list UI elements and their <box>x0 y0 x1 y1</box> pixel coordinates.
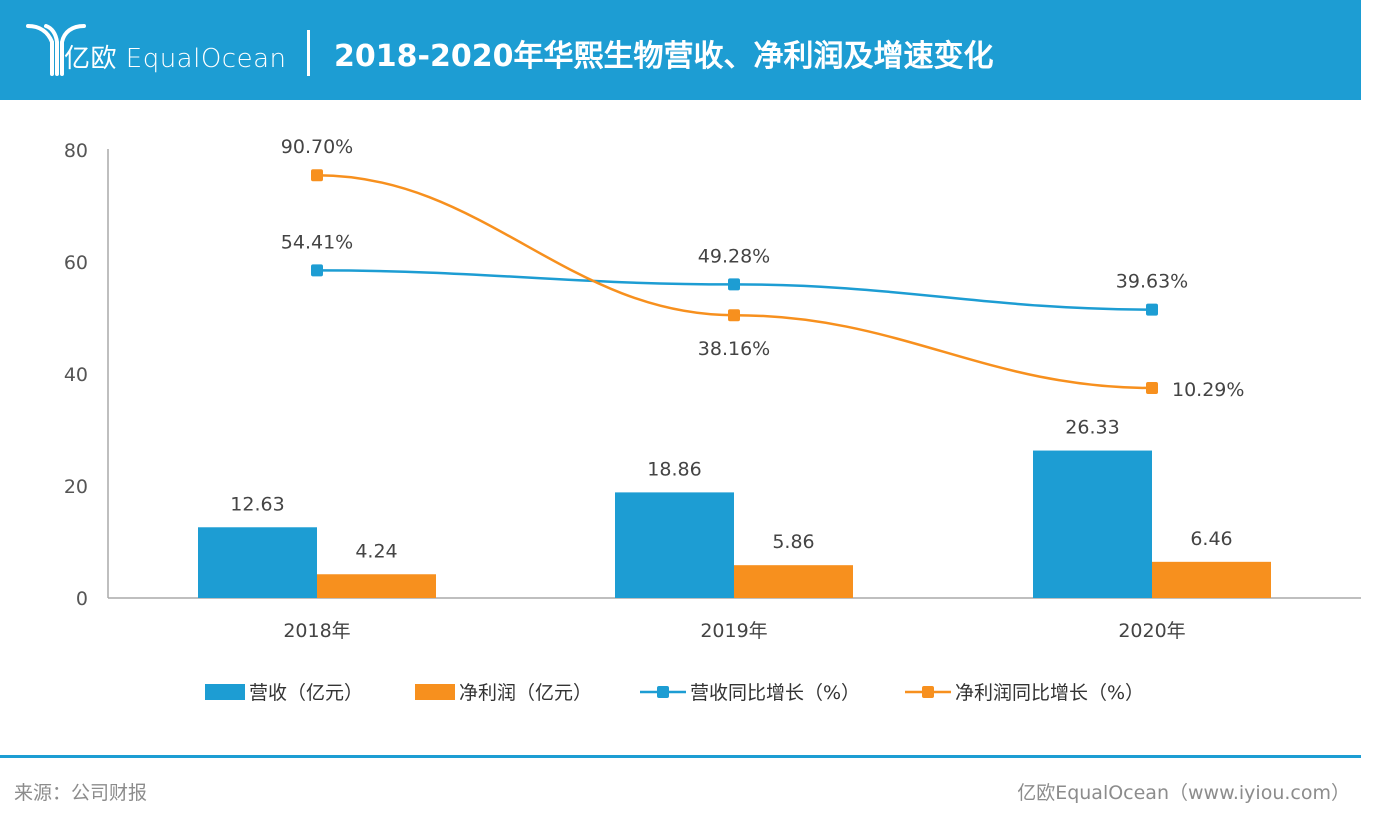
line-data-label: 54.41% <box>281 231 353 253</box>
chart-title: 2018-2020年华熙生物营收、净利润及增速变化 <box>334 39 994 74</box>
header-divider <box>307 30 310 76</box>
line-data-label: 39.63% <box>1116 271 1188 293</box>
footer-divider <box>0 755 1361 758</box>
x-tick-label: 2018年 <box>283 620 350 642</box>
y-tick-label: 40 <box>64 364 88 386</box>
bar-revenue <box>1033 450 1152 598</box>
source-note: 来源：公司财报 <box>14 782 148 804</box>
line-marker <box>1146 303 1158 316</box>
legend-label: 净利润（亿元） <box>459 682 592 704</box>
bar-revenue <box>615 492 734 598</box>
legend-swatch <box>415 684 455 700</box>
line-data-label: 90.70% <box>281 136 353 158</box>
legend-swatch <box>205 684 245 700</box>
bar-net-profit <box>734 565 853 598</box>
bar-revenue <box>198 527 317 598</box>
line-marker <box>311 169 323 182</box>
bar-net-profit <box>1152 561 1271 598</box>
y-tick-label: 20 <box>64 476 88 498</box>
legend-marker <box>657 686 669 698</box>
line-marker <box>728 278 740 291</box>
bar-data-label: 6.46 <box>1190 528 1232 550</box>
brand-name: 亿欧 EqualOcean <box>64 44 287 74</box>
legend: 营收（亿元） 净利润（亿元） 营收同比增长（%） 净利润同比增长（%） <box>205 682 1144 704</box>
lines <box>311 169 1158 394</box>
y-tick-label: 60 <box>64 252 88 274</box>
bar-data-label: 26.33 <box>1065 417 1119 439</box>
data-labels: 12.63 18.86 26.33 4.24 5.86 6.46 54.41% 49.28% 3… <box>230 136 1244 562</box>
chart-area: 0 20 40 60 80 2018年 2019年 2020年 12.63 18.86 26.33… <box>64 136 1361 704</box>
legend-marker <box>922 686 934 698</box>
legend-label: 营收（亿元） <box>249 682 363 704</box>
y-tick-label: 0 <box>76 588 88 610</box>
bars <box>198 450 1271 598</box>
line-data-label: 38.16% <box>698 338 770 360</box>
bar-data-label: 18.86 <box>647 458 701 480</box>
line-marker <box>728 309 740 322</box>
y-tick-label: 80 <box>64 140 88 162</box>
header-banner: 亿欧 EqualOcean 2018-2020年华熙生物营收、净利润及增速变化 <box>0 0 1361 100</box>
line-data-label: 49.28% <box>698 245 770 267</box>
x-tick-label: 2019年 <box>700 620 767 642</box>
bar-data-label: 12.63 <box>230 493 284 515</box>
legend-label: 营收同比增长（%） <box>690 682 860 704</box>
legend-label: 净利润同比增长（%） <box>955 682 1144 704</box>
line-marker <box>1146 382 1158 394</box>
line-data-label: 10.29% <box>1172 379 1244 401</box>
line-marker <box>311 264 323 277</box>
footer-credit: 亿欧EqualOcean（www.iyiou.com） <box>1017 782 1350 804</box>
x-tick-label: 2020年 <box>1118 620 1185 642</box>
bar-data-label: 4.24 <box>355 540 397 562</box>
equalocean-logo-icon <box>26 24 86 76</box>
bar-net-profit <box>317 574 436 598</box>
bar-data-label: 5.86 <box>772 531 814 553</box>
